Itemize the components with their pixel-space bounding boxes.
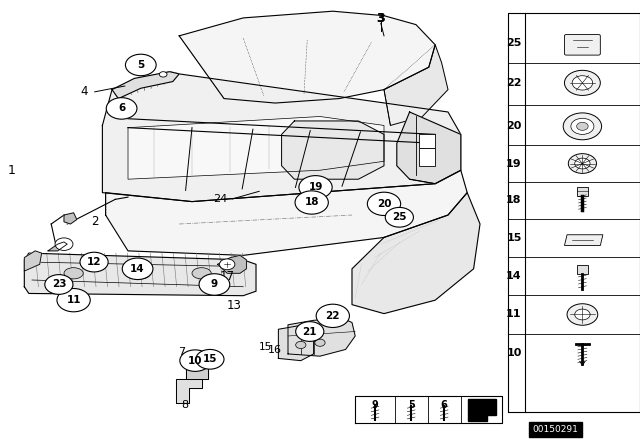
Polygon shape xyxy=(384,45,448,125)
Text: 13: 13 xyxy=(227,299,242,312)
Ellipse shape xyxy=(131,268,150,279)
Text: 6: 6 xyxy=(441,400,447,410)
Circle shape xyxy=(199,274,230,295)
Circle shape xyxy=(563,113,602,140)
Polygon shape xyxy=(282,121,384,179)
Circle shape xyxy=(316,304,349,327)
Circle shape xyxy=(568,154,596,173)
Polygon shape xyxy=(106,170,467,255)
Text: 17: 17 xyxy=(220,270,235,284)
Polygon shape xyxy=(176,379,202,403)
Circle shape xyxy=(385,207,413,227)
Text: 19: 19 xyxy=(506,159,522,168)
Polygon shape xyxy=(64,213,77,224)
Text: 7: 7 xyxy=(178,347,186,357)
Circle shape xyxy=(577,122,588,130)
Text: 15: 15 xyxy=(259,342,272,352)
Polygon shape xyxy=(48,242,67,251)
Text: 6: 6 xyxy=(118,103,125,113)
Polygon shape xyxy=(218,255,246,273)
Text: 18: 18 xyxy=(506,195,522,205)
Polygon shape xyxy=(467,399,495,421)
Circle shape xyxy=(106,98,137,119)
Text: 2: 2 xyxy=(91,215,99,228)
Bar xyxy=(419,148,435,166)
Text: 14: 14 xyxy=(506,271,522,281)
Polygon shape xyxy=(112,72,179,99)
Text: 23: 23 xyxy=(52,280,66,289)
Text: 00150291: 00150291 xyxy=(532,425,579,434)
Circle shape xyxy=(45,275,73,294)
Text: 3: 3 xyxy=(376,12,385,26)
Circle shape xyxy=(220,259,235,270)
Text: 5: 5 xyxy=(408,400,415,410)
Circle shape xyxy=(80,252,108,272)
Text: 10: 10 xyxy=(506,348,522,358)
Circle shape xyxy=(296,322,324,341)
Polygon shape xyxy=(278,325,314,361)
Text: 5: 5 xyxy=(137,60,145,70)
Text: 18: 18 xyxy=(305,198,319,207)
Polygon shape xyxy=(24,253,256,296)
Circle shape xyxy=(571,118,594,134)
Polygon shape xyxy=(128,116,384,179)
Text: 25: 25 xyxy=(506,38,522,47)
Circle shape xyxy=(315,339,325,346)
Bar xyxy=(577,265,588,274)
Text: 1: 1 xyxy=(8,164,15,177)
Polygon shape xyxy=(397,112,461,184)
Ellipse shape xyxy=(64,268,83,279)
Polygon shape xyxy=(179,11,435,103)
Circle shape xyxy=(575,309,590,320)
Circle shape xyxy=(122,258,153,280)
Text: 24: 24 xyxy=(213,194,227,204)
Polygon shape xyxy=(288,318,355,356)
Bar xyxy=(577,187,588,196)
Circle shape xyxy=(296,341,306,349)
Circle shape xyxy=(299,176,332,199)
Text: 19: 19 xyxy=(308,182,323,192)
Polygon shape xyxy=(564,235,603,246)
Circle shape xyxy=(367,192,401,215)
FancyBboxPatch shape xyxy=(564,34,600,55)
Text: 9: 9 xyxy=(211,280,218,289)
Circle shape xyxy=(564,70,600,95)
Polygon shape xyxy=(102,72,461,202)
Text: 11: 11 xyxy=(67,295,81,305)
Text: 25: 25 xyxy=(392,212,406,222)
Text: 15: 15 xyxy=(506,233,522,243)
Polygon shape xyxy=(352,193,480,314)
Text: 4: 4 xyxy=(81,85,88,99)
Text: 3: 3 xyxy=(376,12,385,26)
Text: 9: 9 xyxy=(372,400,378,410)
Text: 14: 14 xyxy=(131,264,145,274)
Bar xyxy=(419,134,435,148)
Text: 12: 12 xyxy=(87,257,101,267)
Circle shape xyxy=(159,72,167,77)
Circle shape xyxy=(567,304,598,325)
Text: 10: 10 xyxy=(188,356,202,366)
Circle shape xyxy=(196,349,224,369)
Text: 16: 16 xyxy=(268,345,282,355)
Ellipse shape xyxy=(192,268,211,279)
Text: 20: 20 xyxy=(506,121,522,131)
Polygon shape xyxy=(186,361,208,379)
Text: 22: 22 xyxy=(506,78,522,88)
Circle shape xyxy=(180,350,211,371)
Polygon shape xyxy=(24,251,42,271)
Text: 11: 11 xyxy=(506,310,522,319)
Circle shape xyxy=(125,54,156,76)
Text: 8: 8 xyxy=(180,400,188,409)
Text: 21: 21 xyxy=(303,327,317,336)
Circle shape xyxy=(57,289,90,312)
Text: 20: 20 xyxy=(377,199,391,209)
Circle shape xyxy=(295,191,328,214)
Text: 22: 22 xyxy=(326,311,340,321)
Circle shape xyxy=(55,238,73,250)
Circle shape xyxy=(572,76,593,90)
Circle shape xyxy=(575,158,590,169)
Text: 15: 15 xyxy=(203,354,217,364)
